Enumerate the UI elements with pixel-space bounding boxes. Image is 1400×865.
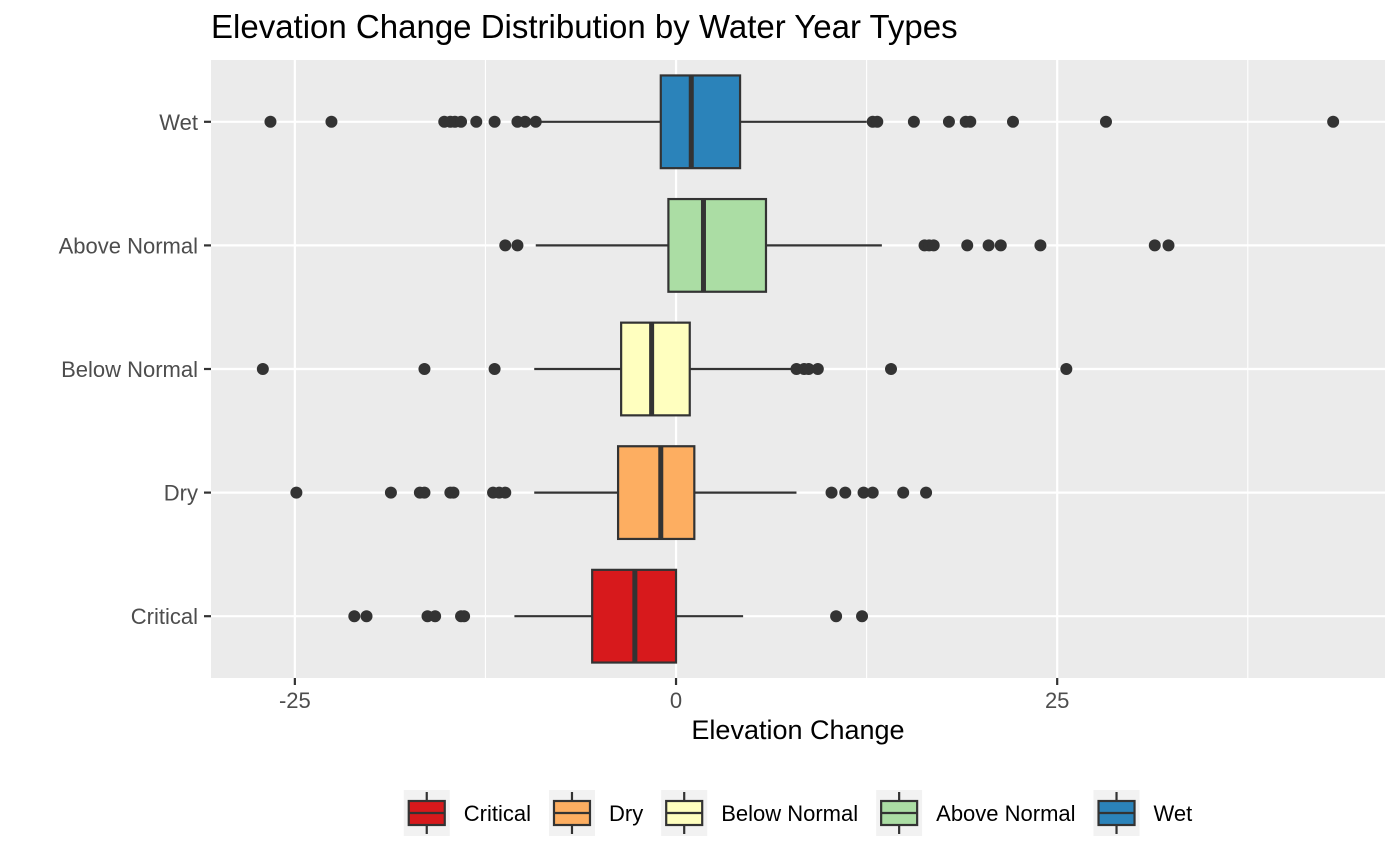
outlier-point bbox=[499, 239, 512, 252]
x-axis: -25 0 25 bbox=[279, 678, 1069, 713]
y-axis: Critical Dry Below Normal Above Normal Wet bbox=[59, 110, 211, 629]
outlier-point bbox=[920, 486, 933, 499]
outlier-point bbox=[470, 115, 483, 128]
box-body bbox=[620, 321, 691, 417]
box-above-normal bbox=[499, 197, 1175, 293]
y-tick-label: Critical bbox=[131, 604, 198, 629]
outlier-point bbox=[418, 486, 431, 499]
outlier-point bbox=[511, 239, 524, 252]
legend-item-critical: Critical bbox=[403, 790, 531, 836]
legend-label: Critical bbox=[464, 801, 531, 826]
outlier-point bbox=[384, 486, 397, 499]
outlier-point bbox=[1099, 115, 1112, 128]
box-below-normal bbox=[256, 321, 1073, 417]
outlier-point bbox=[1162, 239, 1175, 252]
outlier-point bbox=[429, 610, 442, 623]
outlier-point bbox=[866, 486, 879, 499]
outlier-point bbox=[927, 239, 940, 252]
box-critical bbox=[348, 568, 869, 664]
outlier-point bbox=[825, 486, 838, 499]
x-tick-label: 25 bbox=[1045, 688, 1069, 713]
box-body bbox=[659, 74, 742, 170]
outlier-point bbox=[488, 115, 501, 128]
outlier-point bbox=[458, 610, 471, 623]
outlier-point bbox=[264, 115, 277, 128]
legend-label: Dry bbox=[609, 801, 643, 826]
outlier-point bbox=[360, 610, 373, 623]
box-body bbox=[667, 197, 768, 293]
box-series bbox=[256, 74, 1340, 664]
legend-item-above-normal: Above Normal bbox=[876, 790, 1076, 836]
outlier-point bbox=[290, 486, 303, 499]
legend-item-below-normal: Below Normal bbox=[661, 790, 858, 836]
y-tick-label: Dry bbox=[164, 481, 198, 506]
legend-item-wet: Wet bbox=[1093, 790, 1193, 836]
y-tick-label: Below Normal bbox=[61, 357, 198, 382]
outlier-point bbox=[499, 486, 512, 499]
x-tick-label: -25 bbox=[279, 688, 311, 713]
outlier-point bbox=[994, 239, 1007, 252]
outlier-point bbox=[802, 363, 815, 375]
outlier-point bbox=[519, 115, 532, 128]
outlier-point bbox=[856, 610, 869, 623]
outlier-point bbox=[418, 363, 431, 375]
legend-label: Wet bbox=[1154, 801, 1193, 826]
outlier-point bbox=[897, 486, 910, 499]
box-dry bbox=[290, 445, 933, 541]
outlier-point bbox=[907, 115, 920, 128]
legend-label: Below Normal bbox=[721, 801, 858, 826]
outlier-point bbox=[455, 115, 468, 128]
legend: Critical Dry Below Normal Above Normal Wet bbox=[403, 790, 1193, 836]
outlier-point bbox=[348, 610, 361, 623]
outlier-point bbox=[961, 239, 974, 252]
outlier-point bbox=[256, 363, 269, 375]
outlier-point bbox=[447, 486, 460, 499]
box-wet bbox=[264, 74, 1340, 170]
outlier-point bbox=[488, 363, 501, 375]
outlier-point bbox=[1034, 239, 1047, 252]
outlier-point bbox=[529, 115, 542, 128]
outlier-point bbox=[1148, 239, 1161, 252]
outlier-point bbox=[1060, 363, 1073, 375]
x-tick-label: 0 bbox=[670, 688, 682, 713]
outlier-point bbox=[982, 239, 995, 252]
y-tick-label: Wet bbox=[159, 110, 198, 135]
x-axis-title: Elevation Change bbox=[691, 715, 904, 745]
outlier-point bbox=[839, 486, 852, 499]
chart-title: Elevation Change Distribution by Water Y… bbox=[211, 8, 958, 45]
legend-label: Above Normal bbox=[936, 801, 1075, 826]
outlier-point bbox=[964, 115, 977, 128]
outlier-point bbox=[811, 363, 824, 375]
outlier-point bbox=[830, 610, 843, 623]
outlier-point bbox=[1327, 115, 1340, 128]
outlier-point bbox=[325, 115, 338, 128]
legend-item-dry: Dry bbox=[548, 790, 643, 836]
y-tick-label: Above Normal bbox=[59, 233, 198, 258]
box-body bbox=[616, 445, 696, 541]
outlier-point bbox=[942, 115, 955, 128]
outlier-point bbox=[885, 363, 898, 375]
outlier-point bbox=[857, 486, 870, 499]
outlier-point bbox=[871, 115, 884, 128]
outlier-point bbox=[1006, 115, 1019, 128]
